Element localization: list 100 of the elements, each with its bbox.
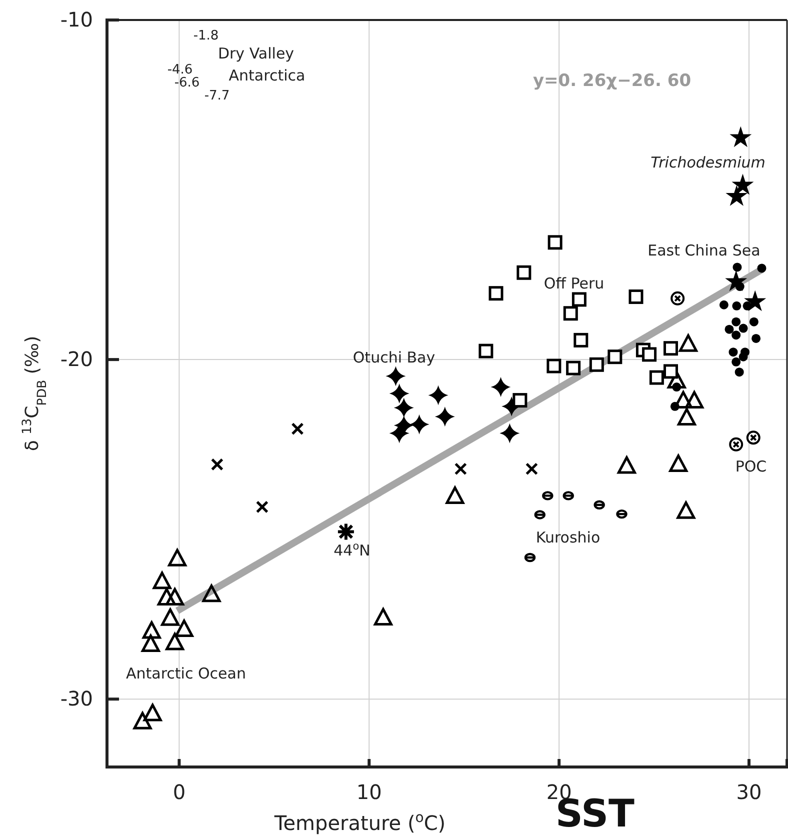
point — [616, 509, 628, 519]
point — [566, 360, 581, 376]
point — [525, 462, 538, 476]
point — [143, 704, 162, 722]
point — [746, 430, 760, 445]
point — [642, 347, 657, 362]
point — [548, 235, 562, 250]
point — [752, 334, 761, 343]
point — [141, 634, 160, 652]
point — [546, 358, 562, 374]
point — [524, 552, 536, 562]
point — [732, 262, 742, 272]
point — [724, 324, 734, 334]
point — [166, 588, 184, 606]
point — [210, 458, 224, 471]
annotation: y=0. 26χ−26. 60 — [532, 70, 692, 91]
point — [161, 608, 180, 626]
point — [478, 344, 494, 358]
point — [386, 366, 406, 386]
point — [738, 352, 748, 362]
x-axis-title: Temperature ($^{o}$C) — [273, 810, 446, 835]
point — [574, 332, 588, 348]
point — [732, 301, 742, 310]
point — [664, 364, 678, 379]
annotation: Off Peru — [544, 274, 604, 292]
y-tick-label: -10 — [60, 7, 93, 32]
point — [488, 286, 504, 301]
point — [670, 291, 685, 306]
x-tick-label: 10 — [356, 780, 382, 804]
point — [446, 486, 464, 504]
point — [730, 126, 752, 148]
annotation: Kuroshio — [536, 528, 600, 546]
point — [676, 501, 696, 519]
point — [512, 393, 528, 408]
point — [742, 301, 752, 310]
point — [719, 300, 728, 310]
point — [744, 290, 766, 312]
point — [749, 317, 758, 326]
point — [174, 620, 194, 638]
point — [729, 437, 744, 452]
point — [142, 621, 161, 639]
point — [734, 368, 744, 377]
point — [667, 371, 686, 389]
point — [336, 522, 356, 542]
annotation: Antarctic Ocean — [126, 664, 246, 682]
point — [454, 462, 467, 476]
point — [572, 292, 586, 307]
point — [409, 414, 430, 434]
point — [168, 548, 187, 566]
annotation: POC — [735, 457, 767, 476]
point — [542, 491, 554, 500]
point — [728, 348, 738, 357]
point — [389, 384, 410, 404]
y-tick-label: -20 — [60, 346, 93, 371]
annotation: Otuchi Bay — [352, 348, 436, 366]
point — [732, 357, 741, 366]
point — [738, 324, 748, 333]
point — [157, 588, 176, 606]
point — [594, 500, 605, 510]
point — [678, 334, 698, 352]
point — [256, 500, 268, 514]
point — [672, 382, 682, 392]
point — [732, 317, 741, 326]
point — [649, 370, 664, 385]
annotation: -7.7 — [204, 88, 230, 104]
point — [670, 402, 680, 411]
annotation: -6.6 — [174, 76, 200, 91]
point — [669, 454, 688, 472]
point — [490, 377, 511, 398]
point — [677, 408, 696, 426]
annotation: Dry Valley — [218, 44, 294, 62]
annotation: Trichodesmium — [650, 153, 766, 172]
annotation: -1.8 — [193, 28, 219, 44]
point — [428, 385, 448, 406]
point — [291, 422, 304, 436]
point — [732, 174, 754, 195]
annotation: 44$^{o}$N — [334, 540, 370, 560]
point — [664, 341, 678, 356]
point — [589, 357, 604, 372]
point — [726, 185, 748, 206]
point — [202, 584, 221, 602]
annotation: East China Sea — [648, 241, 760, 260]
point — [757, 264, 766, 273]
point — [374, 608, 392, 626]
y-tick-label: -30 — [60, 686, 93, 710]
point — [516, 265, 532, 280]
point — [732, 330, 741, 340]
point — [735, 282, 744, 292]
point — [152, 572, 172, 590]
point — [394, 398, 414, 418]
x-tick-label: 30 — [736, 780, 762, 804]
point — [562, 491, 574, 500]
x-tick-label: 0 — [172, 780, 186, 804]
point — [534, 510, 546, 520]
point — [685, 391, 704, 409]
point — [628, 289, 644, 304]
point — [563, 306, 578, 321]
point — [133, 712, 152, 730]
point — [434, 406, 455, 427]
point — [617, 456, 636, 474]
